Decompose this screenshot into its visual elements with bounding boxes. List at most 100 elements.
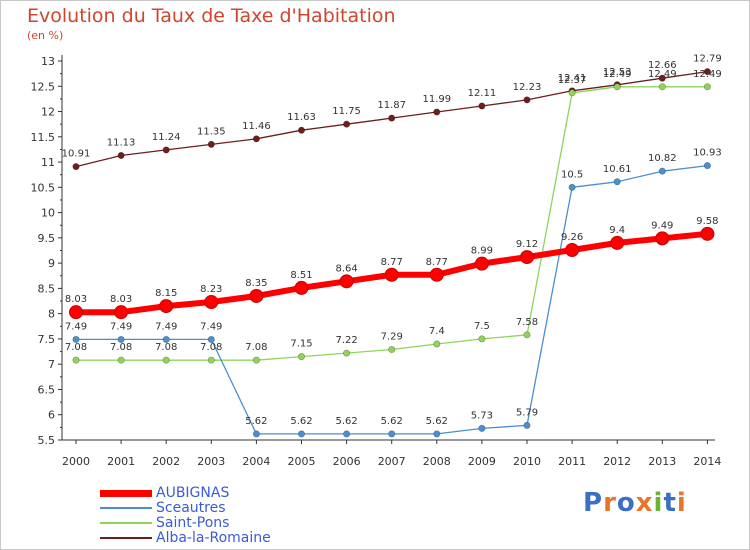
legend-item-alba-la-romaine: Alba-la-Romaine (100, 530, 360, 547)
data-label-aubignas: 8.15 (155, 288, 177, 299)
data-label-aubignas: 9.26 (561, 232, 583, 243)
data-label-sceautres: 5.62 (426, 416, 448, 427)
data-point-saint-pons (207, 356, 215, 364)
x-tick-label: 2008 (423, 455, 451, 468)
data-point-alba-la-romaine (117, 151, 125, 159)
data-point-saint-pons (478, 335, 486, 343)
x-tick-label: 2010 (513, 455, 541, 468)
data-point-aubignas (294, 280, 309, 295)
y-tick-label: 10.5 (31, 181, 56, 194)
y-tick-label: 8 (48, 308, 55, 321)
x-tick-label: 2005 (288, 455, 316, 468)
data-label-alba-la-romaine: 12.11 (468, 88, 497, 99)
data-label-alba-la-romaine: 11.24 (152, 132, 181, 143)
chart-data-labels: 10.91 11.13 11.24 11.35 11.46 11.63 11.75 11.87… (62, 54, 722, 427)
logo-letter: t (663, 488, 677, 518)
data-point-alba-la-romaine (433, 108, 441, 116)
data-point-sceautres (523, 421, 531, 429)
data-point-aubignas (700, 226, 715, 241)
y-tick-label: 12 (41, 106, 55, 119)
legend-label-aubignas: AUBIGNAS (156, 485, 230, 501)
series-sceautres (72, 162, 711, 438)
data-point-saint-pons (252, 356, 260, 364)
legend-item-sceautres: Sceautres (100, 500, 360, 517)
data-point-sceautres (478, 424, 486, 432)
data-point-saint-pons (162, 356, 170, 364)
series-saint-pons (72, 83, 711, 364)
data-label-saint-pons: 12.37 (558, 75, 587, 86)
data-label-alba-la-romaine: 12.66 (648, 60, 677, 71)
data-label-aubignas: 8.77 (381, 257, 403, 268)
data-point-sceautres (162, 335, 170, 343)
data-point-alba-la-romaine (162, 146, 170, 154)
data-label-alba-la-romaine: 11.75 (332, 106, 361, 117)
data-point-saint-pons (613, 83, 621, 91)
data-point-aubignas (429, 267, 444, 282)
x-tick-label: 2003 (197, 455, 225, 468)
data-label-sceautres: 10.82 (648, 153, 677, 164)
data-label-aubignas: 8.99 (471, 246, 493, 257)
data-point-alba-la-romaine (297, 126, 305, 134)
data-point-aubignas (655, 231, 670, 246)
data-label-alba-la-romaine: 10.91 (62, 149, 91, 160)
y-tick-label: 13 (41, 55, 55, 68)
data-point-aubignas (610, 235, 625, 250)
data-point-sceautres (433, 430, 441, 438)
data-label-alba-la-romaine: 11.35 (197, 126, 226, 137)
data-label-sceautres: 5.79 (516, 407, 538, 418)
data-point-aubignas (384, 267, 399, 282)
y-tick-label: 5.5 (38, 434, 56, 447)
legend-label-saint-pons: Saint-Pons (156, 515, 230, 531)
data-label-saint-pons: 7.29 (381, 332, 403, 343)
data-point-alba-la-romaine (658, 74, 666, 82)
data-label-sceautres: 5.62 (290, 416, 312, 427)
data-label-saint-pons: 7.4 (429, 326, 445, 337)
legend-swatch-saint-pons (100, 522, 152, 524)
data-point-saint-pons (433, 340, 441, 348)
data-label-aubignas: 8.64 (335, 263, 357, 274)
data-label-aubignas: 8.35 (245, 278, 267, 289)
legend-item-aubignas: AUBIGNAS (100, 485, 360, 502)
legend-swatch-aubignas (100, 490, 152, 497)
data-point-sceautres (343, 430, 351, 438)
data-label-alba-la-romaine: 11.13 (107, 137, 136, 148)
logo-letter: i (653, 488, 664, 518)
data-label-saint-pons: 12.49 (648, 69, 677, 80)
series-line-sceautres (76, 164, 708, 435)
data-point-saint-pons (388, 346, 396, 354)
data-point-aubignas (69, 305, 83, 320)
legend-label-sceautres: Sceautres (156, 500, 226, 516)
data-label-aubignas: 8.03 (110, 294, 132, 305)
data-point-sceautres (568, 183, 576, 191)
data-point-aubignas (249, 288, 264, 303)
logo-letter: x (635, 488, 654, 518)
data-label-aubignas: 9.12 (516, 239, 538, 250)
data-point-alba-la-romaine (388, 114, 396, 122)
data-point-alba-la-romaine (478, 102, 486, 110)
data-label-saint-pons: 12.49 (693, 69, 722, 80)
data-label-sceautres: 10.61 (603, 164, 632, 175)
data-point-saint-pons (568, 89, 576, 97)
data-point-alba-la-romaine (252, 135, 260, 143)
data-label-saint-pons: 12.49 (603, 69, 632, 80)
data-point-saint-pons (523, 331, 531, 339)
data-point-sceautres (117, 335, 125, 343)
data-point-saint-pons (72, 356, 80, 364)
data-point-aubignas (474, 256, 489, 271)
data-label-alba-la-romaine: 11.46 (242, 121, 271, 132)
logo-letter: r (603, 488, 617, 518)
data-point-aubignas (520, 250, 534, 265)
y-tick-label: 7.5 (38, 333, 56, 346)
legend-label-alba-la-romaine: Alba-la-Romaine (156, 530, 271, 546)
y-tick-label: 9.5 (38, 232, 56, 245)
data-label-sceautres: 7.49 (110, 321, 132, 332)
data-label-saint-pons: 7.5 (474, 321, 490, 332)
data-point-alba-la-romaine (703, 68, 711, 76)
data-label-sceautres: 7.49 (200, 321, 222, 332)
chart-unit-label: (en %) (27, 29, 64, 42)
data-point-sceautres (703, 162, 711, 170)
data-point-sceautres (613, 178, 621, 186)
y-tick-label: 12.5 (31, 80, 56, 93)
chart-title: Evolution du Taux de Taxe d'Habitation (27, 5, 396, 27)
